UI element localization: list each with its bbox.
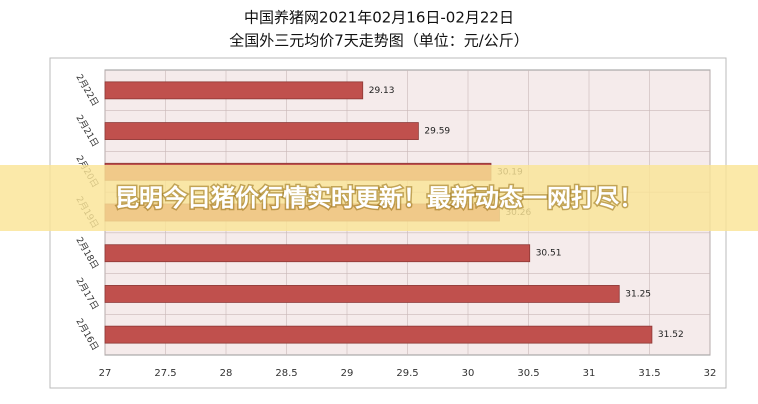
value-label: 31.25 — [625, 289, 651, 299]
x-tick-label: 27 — [99, 368, 112, 379]
x-tick-label: 32 — [704, 368, 717, 379]
bar — [104, 325, 653, 344]
x-tick-label: 28 — [220, 368, 233, 379]
banner-text: 昆明今日猪价行情实时更新！最新动态一网打尽！ — [115, 184, 643, 212]
value-label: 31.52 — [658, 330, 684, 340]
x-tick-label: 29 — [341, 368, 354, 379]
bar — [104, 81, 364, 100]
banner — [0, 165, 758, 231]
chart-title: 中国养猪网2021年02月16日-02月22日 — [244, 9, 514, 27]
chart-subtitle: 全国外三元均价7天走势图（单位：元/公斤） — [229, 32, 529, 50]
x-tick-label: 27.5 — [154, 368, 176, 379]
x-tick-label: 31.5 — [638, 368, 660, 379]
value-label: 29.59 — [424, 127, 450, 137]
x-tick-label: 30 — [462, 368, 475, 379]
x-tick-label: 29.5 — [396, 368, 418, 379]
x-tick-label: 30.5 — [517, 368, 539, 379]
value-label: 30.51 — [536, 249, 562, 259]
bar — [104, 122, 419, 140]
bar — [104, 285, 620, 303]
value-label: 29.13 — [369, 86, 395, 96]
bar — [104, 244, 531, 263]
x-tick-label: 28.5 — [275, 368, 297, 379]
x-tick-label: 31 — [583, 368, 596, 379]
